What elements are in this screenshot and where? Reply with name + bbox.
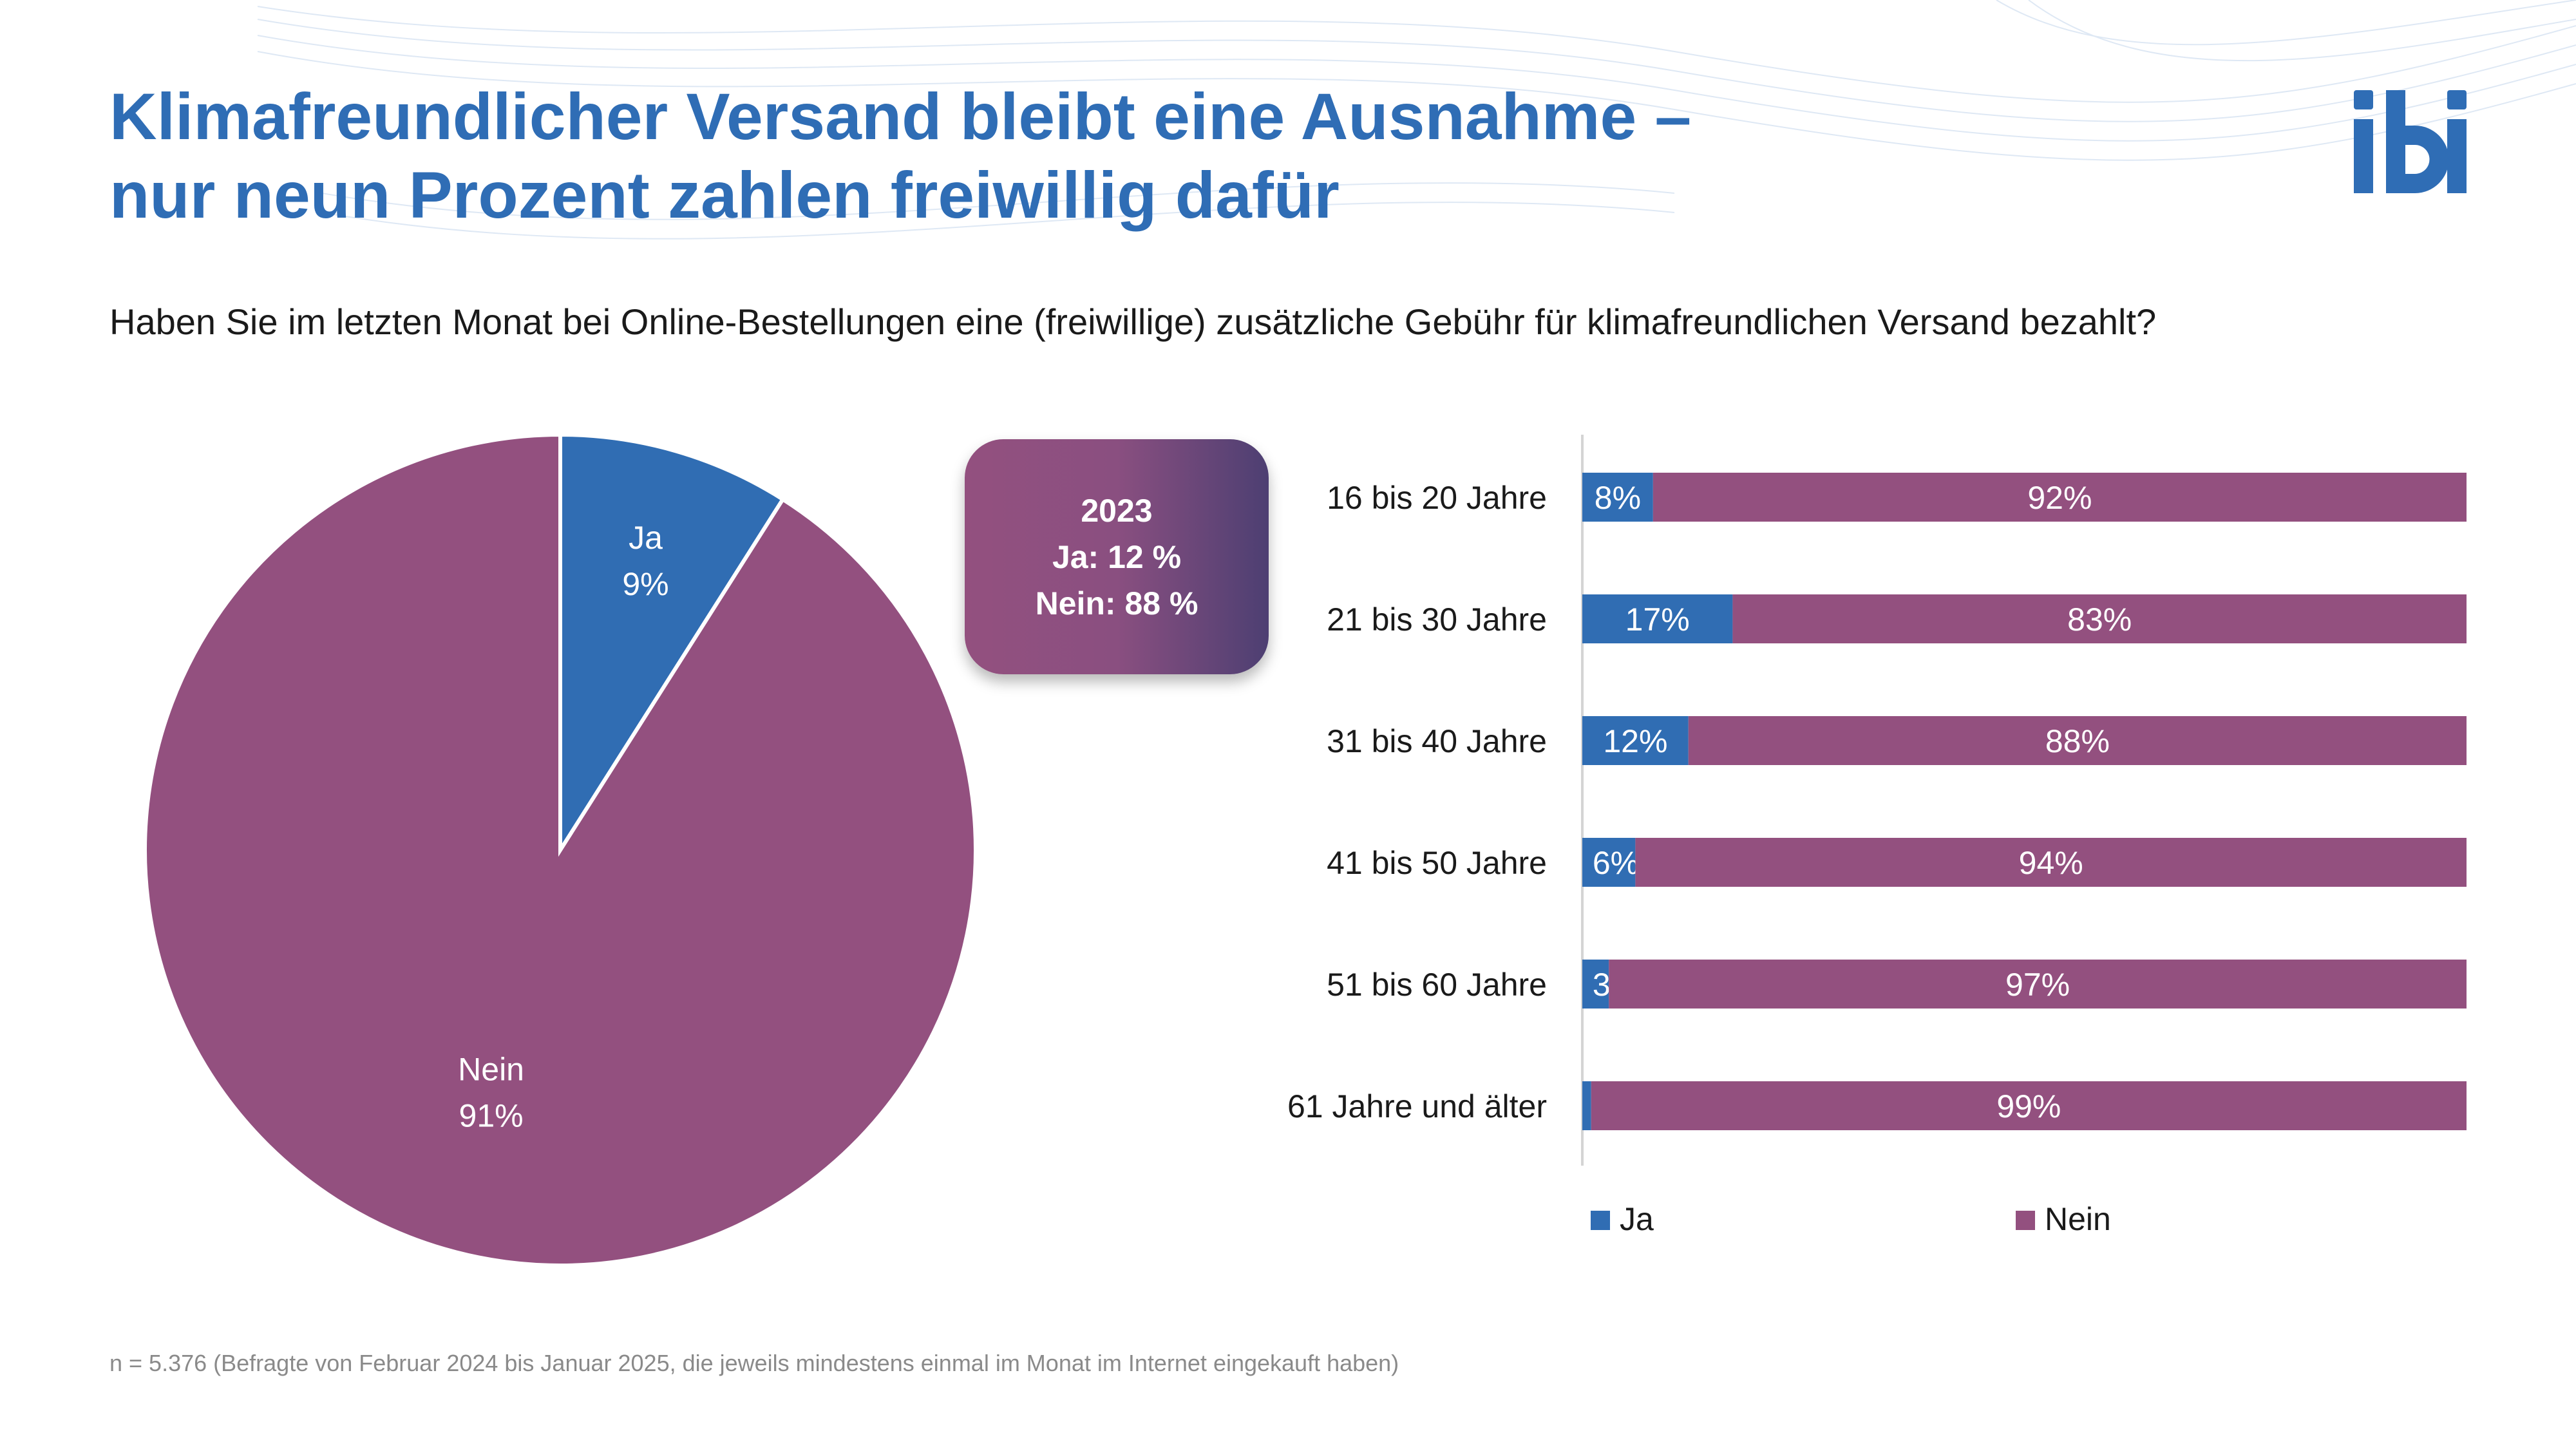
bar-ja xyxy=(1582,1081,1591,1130)
bar-value-label-ja: 6% xyxy=(1593,845,1639,881)
legend-swatch-ja xyxy=(1591,1211,1610,1230)
footnote: n = 5.376 (Befragte von Februar 2024 bis… xyxy=(109,1350,1399,1376)
category-label: 31 bis 40 Jahre xyxy=(1327,723,1547,759)
callout-year: 2023 xyxy=(1081,492,1153,529)
bar-nein xyxy=(1732,594,2467,643)
age-bar-chart: 16 bis 20 Jahre 8% 92% 21 bis 30 Jahre 17% 83… xyxy=(1287,435,2467,1237)
pie-slice-ja xyxy=(558,432,786,857)
page-title: Klimafreundlicher Versand bleibt eine Au… xyxy=(109,77,2235,234)
bar-ja xyxy=(1582,838,1636,887)
callout-ja: Ja: 12 % xyxy=(1052,538,1182,575)
bar-value-label-nein: 88% xyxy=(2045,723,2110,759)
bar-ja xyxy=(1582,594,1733,643)
callout-2023: 2023 Ja: 12 % Nein: 88 % xyxy=(965,439,1269,674)
legend-label-nein: Nein xyxy=(2045,1201,2111,1237)
category-label: 61 Jahre und älter xyxy=(1287,1088,1547,1124)
bar-value-label-nein: 99% xyxy=(1996,1088,2061,1124)
ibi-logo-icon xyxy=(2354,90,2467,193)
pie-slice-nein xyxy=(143,432,978,1267)
category-label: 21 bis 30 Jahre xyxy=(1327,601,1547,638)
bar-value-label-nein: 97% xyxy=(2005,967,2070,1003)
title-line-1: Klimafreundlicher Versand bleibt eine Au… xyxy=(109,80,1692,153)
pie-label-nein: Nein xyxy=(458,1052,524,1088)
category-label: 16 bis 20 Jahre xyxy=(1327,480,1547,516)
bar-ja xyxy=(1582,960,1609,1009)
survey-question: Haben Sie im letzten Monat bei Online-Be… xyxy=(109,301,2157,342)
bar-value-label-nein: 92% xyxy=(2027,480,2092,516)
pie-chart: Ja 9% Nein 91% xyxy=(143,432,978,1267)
category-label: 41 bis 50 Jahre xyxy=(1327,845,1547,881)
bar-ja xyxy=(1582,473,1653,522)
pie-value-nein: 91% xyxy=(459,1098,524,1134)
bar-nein xyxy=(1688,716,2467,765)
bar-nein xyxy=(1653,473,2467,522)
bar-value-label-ja: 12% xyxy=(1603,723,1667,759)
bar-nein xyxy=(1591,1081,2467,1130)
pie-label-ja: Ja xyxy=(629,520,663,556)
bar-value-label-ja: 17% xyxy=(1625,601,1690,638)
bar-ja xyxy=(1582,716,1689,765)
legend-label-ja: Ja xyxy=(1620,1201,1654,1237)
callout-nein: Nein: 88 % xyxy=(1035,585,1198,621)
category-label: 51 bis 60 Jahre xyxy=(1327,967,1547,1003)
bar-nein xyxy=(1635,838,2467,887)
bar-value-label-ja: 8% xyxy=(1595,480,1641,516)
bar-value-label-nein: 94% xyxy=(2019,845,2083,881)
bar-nein xyxy=(1609,960,2467,1009)
legend-swatch-nein xyxy=(2016,1211,2035,1230)
title-line-2: nur neun Prozent zahlen freiwillig dafür xyxy=(109,158,1340,232)
bar-value-label-nein: 83% xyxy=(2067,601,2132,638)
pie-value-ja: 9% xyxy=(622,566,668,602)
